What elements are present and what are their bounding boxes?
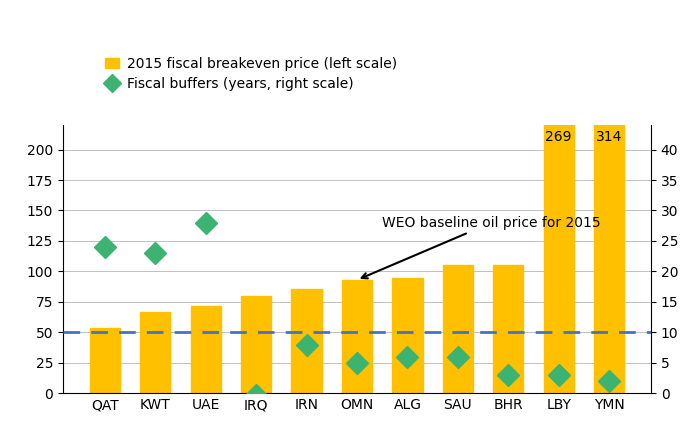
Bar [241, 296, 272, 393]
Bar [392, 278, 423, 393]
Text: 314: 314 [596, 130, 622, 144]
Bar [291, 288, 322, 393]
Bar [594, 11, 624, 393]
Bar [442, 266, 473, 393]
Text: WEO baseline oil price for 2015: WEO baseline oil price for 2015 [362, 216, 601, 278]
Bar [342, 280, 372, 393]
Bar [90, 328, 120, 393]
Text: 269: 269 [545, 130, 572, 144]
Bar [190, 306, 220, 393]
Legend: 2015 fiscal breakeven price (left scale), Fiscal buffers (years, right scale): 2015 fiscal breakeven price (left scale)… [99, 52, 402, 96]
Bar [494, 266, 524, 393]
Bar [140, 312, 170, 393]
Bar [544, 65, 574, 393]
